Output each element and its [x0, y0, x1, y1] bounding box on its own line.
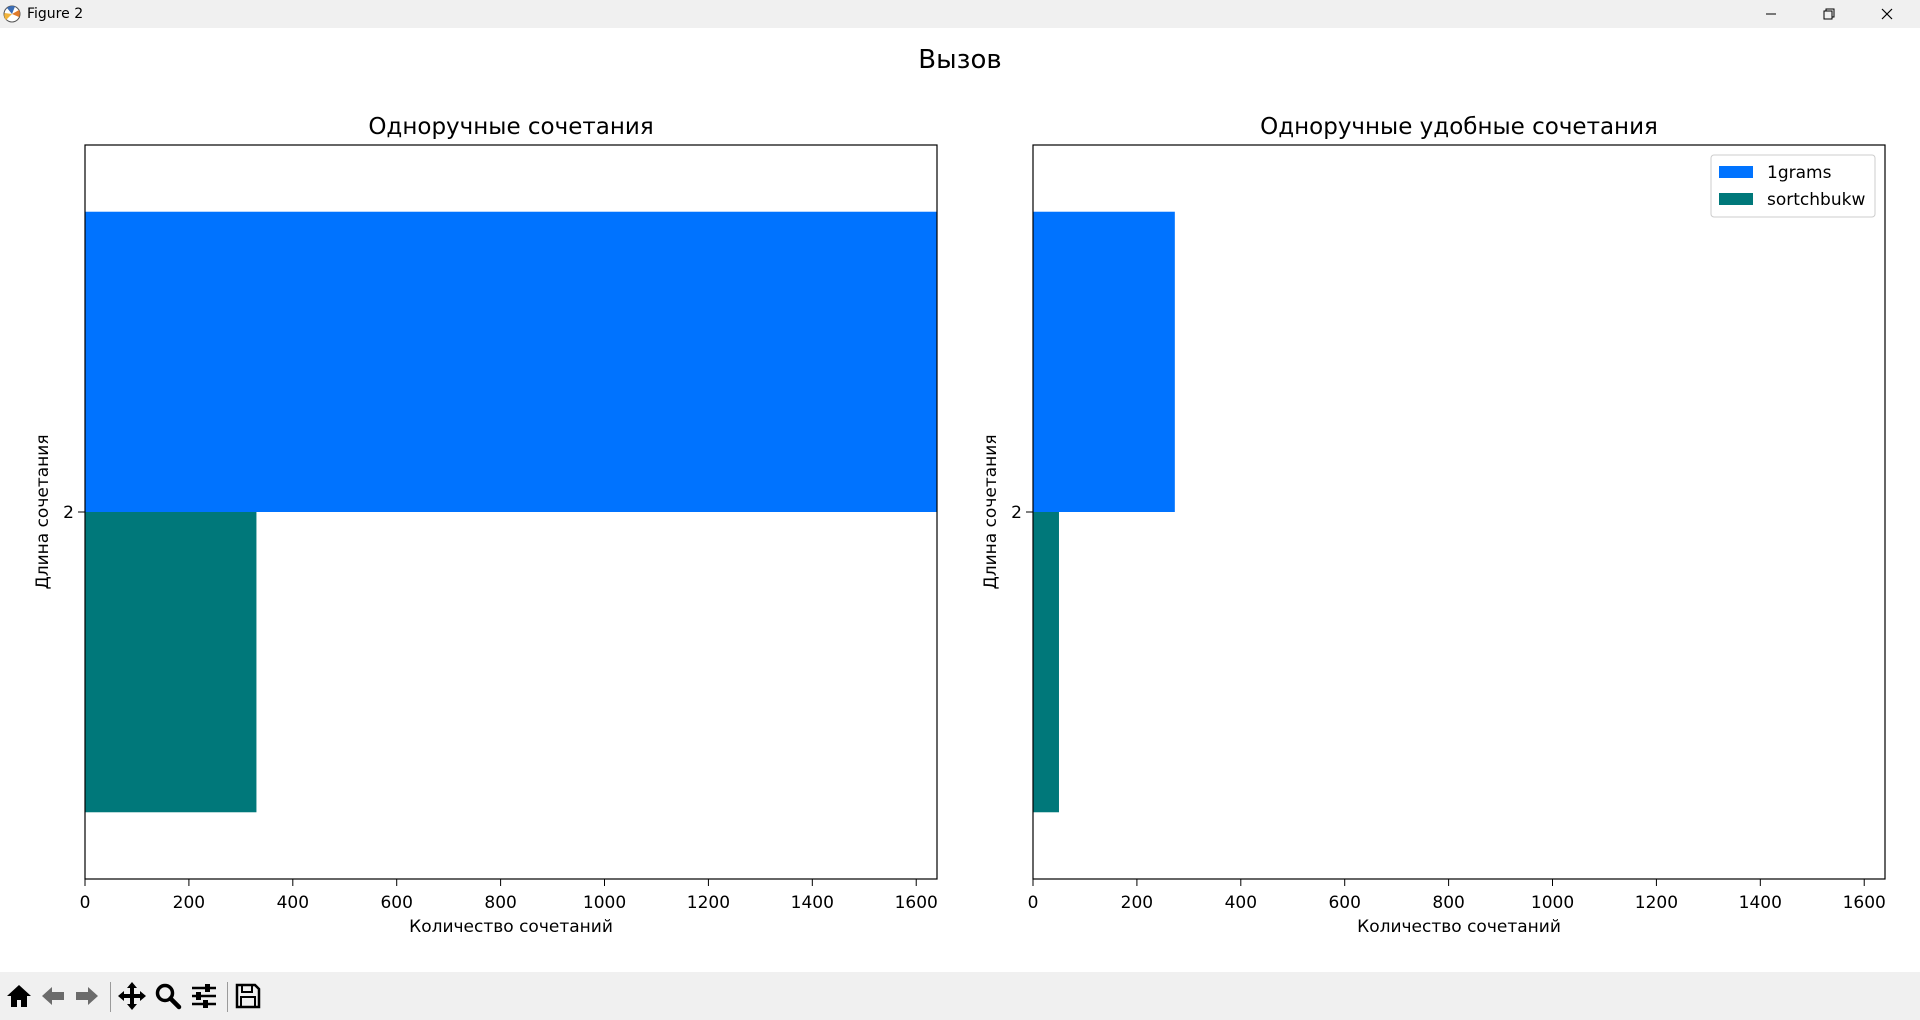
legend: 1grams sortchbukw: [1710, 154, 1876, 218]
x-tick-label: 1600: [895, 893, 938, 913]
save-button[interactable]: [231, 979, 265, 1013]
window-title: Figure 2: [27, 6, 84, 22]
y-tick-label: 2: [1011, 503, 1022, 523]
zoom-icon: [155, 983, 182, 1010]
minimize-icon: [1766, 13, 1776, 15]
axes-title: Одноручные удобные сочетания: [1260, 114, 1658, 140]
x-tick-label: 1400: [791, 893, 834, 913]
x-axis-label: Количество сочетаний: [409, 917, 613, 937]
x-axis-label: Количество сочетаний: [1357, 917, 1561, 937]
bar-sortchbukw-2: [1033, 512, 1059, 813]
figure-canvas: Вызов 2 0 200 400 600 800 1000 1200 1400 1600 Одно…: [0, 28, 1920, 972]
matplotlib-logo-icon: [3, 5, 21, 23]
x-tick-label: 1200: [1635, 893, 1678, 913]
y-axis-label: Длина сочетания: [981, 434, 1001, 589]
x-tick-label: 1600: [1843, 893, 1886, 913]
restore-button[interactable]: [1800, 0, 1858, 28]
forward-button[interactable]: [70, 979, 104, 1013]
x-tick-label: 200: [1121, 893, 1153, 913]
bar-1grams-2: [85, 211, 937, 512]
x-tick-label: 600: [380, 893, 412, 913]
home-icon: [7, 985, 31, 1007]
y-tick-label: 2: [63, 503, 74, 523]
legend-swatch: [1719, 193, 1753, 205]
figure-svg: Вызов 2 0 200 400 600 800 1000 1200 1400 1600 Одно…: [33, 45, 1886, 937]
x-tick-label: 200: [173, 893, 205, 913]
configure-subplots-button[interactable]: [187, 979, 221, 1013]
toolbar-separator: [227, 982, 228, 1012]
legend-swatch: [1719, 166, 1753, 178]
pan-icon: [118, 982, 146, 1010]
bar-1grams-2: [1033, 211, 1175, 512]
minimize-button[interactable]: [1742, 0, 1800, 28]
x-tick-label: 600: [1328, 893, 1360, 913]
x-tick-label: 400: [1225, 893, 1257, 913]
y-axis-label: Длина сочетания: [33, 434, 53, 589]
legend-label: sortchbukw: [1767, 190, 1865, 210]
toolbar-separator: [110, 982, 111, 1012]
x-tick-label: 1000: [1531, 893, 1574, 913]
bar-sortchbukw-2: [85, 512, 257, 813]
restore-icon: [1823, 8, 1835, 20]
x-tick-label: 0: [80, 893, 91, 913]
back-button[interactable]: [36, 979, 70, 1013]
axes-title: Одноручные сочетания: [368, 114, 653, 140]
subplot-one-hand-combinations: 2 0 200 400 600 800 1000 1200 1400 1600 Одноручные…: [33, 114, 938, 937]
configure-subplots-icon: [192, 984, 216, 1008]
subplot-one-hand-convenient-combinations: 2 0 200 400 600 800 1000 1200 1400 1600 Одноручные…: [981, 114, 1886, 937]
back-arrow-icon: [42, 987, 64, 1005]
close-icon: [1881, 8, 1893, 20]
close-button[interactable]: [1858, 0, 1916, 28]
save-icon: [235, 983, 261, 1009]
x-tick-label: 400: [277, 893, 309, 913]
forward-arrow-icon: [76, 987, 98, 1005]
x-tick-label: 800: [1432, 893, 1464, 913]
figure-suptitle: Вызов: [918, 45, 1001, 75]
home-button[interactable]: [2, 979, 36, 1013]
pan-button[interactable]: [115, 979, 149, 1013]
window-titlebar: Figure 2: [0, 0, 1920, 28]
axes-frame: [84, 144, 938, 880]
x-tick-label: 1400: [1739, 893, 1782, 913]
legend-label: 1grams: [1767, 163, 1832, 183]
x-tick-label: 1000: [583, 893, 626, 913]
axes-frame: [1032, 144, 1886, 880]
navigation-toolbar: [0, 972, 1920, 1020]
x-tick-label: 1200: [687, 893, 730, 913]
x-tick-label: 800: [484, 893, 516, 913]
x-tick-label: 0: [1028, 893, 1039, 913]
axes-background: [1033, 145, 1885, 879]
zoom-button[interactable]: [151, 979, 185, 1013]
